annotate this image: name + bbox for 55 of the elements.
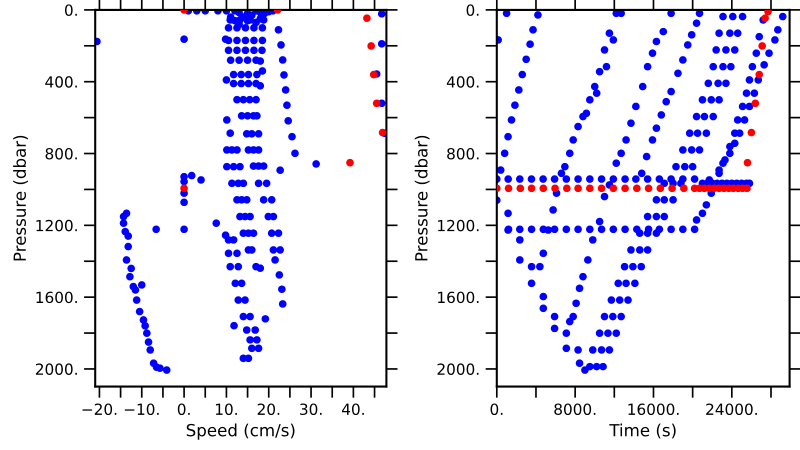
x-tick-label: 0. — [178, 403, 190, 416]
point — [540, 184, 548, 192]
x-tick-label: −10. — [124, 403, 159, 416]
point — [752, 99, 760, 108]
point — [372, 99, 380, 108]
point — [586, 184, 594, 192]
point — [633, 184, 641, 192]
point — [551, 184, 559, 192]
y-axis-title: Pressure (dbar) — [414, 136, 430, 260]
x-tick-label: 16000. — [628, 403, 679, 416]
y-tick-label: 0. — [64, 4, 77, 16]
point — [504, 184, 512, 192]
x-tick-label: 40. — [342, 403, 364, 416]
y-tick-label: 2000. — [36, 363, 77, 375]
x-axis-title: Speed (cm/s) — [186, 424, 294, 440]
point — [516, 184, 524, 192]
point — [748, 128, 756, 136]
x-tick-label: 30. — [300, 403, 322, 416]
x-tick-label: 0. — [490, 403, 502, 416]
y-axis-title: Pressure (dbar) — [13, 136, 28, 260]
point — [574, 184, 582, 192]
x-tick-label: 8000. — [554, 403, 596, 416]
point — [668, 184, 676, 192]
x-axis-title: Time (s) — [609, 424, 676, 438]
y-tick-label: 1200. — [438, 220, 478, 232]
point — [644, 184, 652, 192]
point — [346, 158, 354, 166]
y-tick-label: 2000. — [438, 363, 478, 375]
point — [370, 70, 378, 78]
point — [656, 184, 664, 192]
point — [680, 184, 688, 192]
point — [755, 70, 764, 78]
y-tick-label: 400. — [45, 76, 77, 88]
point — [563, 184, 571, 192]
y-tick-label: 1600. — [36, 292, 77, 304]
point — [528, 184, 536, 192]
point — [764, 10, 772, 16]
point — [180, 184, 188, 192]
x-tick-label: 10. — [216, 403, 237, 416]
y-tick-label: 400. — [446, 76, 478, 88]
y-tick-label: 1600. — [438, 292, 478, 304]
x-tick-label: 24000. — [706, 403, 757, 416]
point — [610, 184, 618, 192]
y-tick-label: 800. — [447, 148, 478, 160]
x-tick-label: 20. — [258, 403, 280, 416]
y-tick-label: 1200. — [36, 220, 77, 232]
point — [598, 184, 606, 192]
point — [758, 42, 766, 50]
y-tick-label: 0. — [466, 4, 478, 16]
point — [367, 42, 375, 50]
point — [621, 184, 629, 192]
point — [744, 158, 752, 166]
y-tick-label: 800. — [46, 148, 77, 160]
point — [363, 14, 371, 22]
x-tick-label: −20. — [82, 403, 116, 416]
